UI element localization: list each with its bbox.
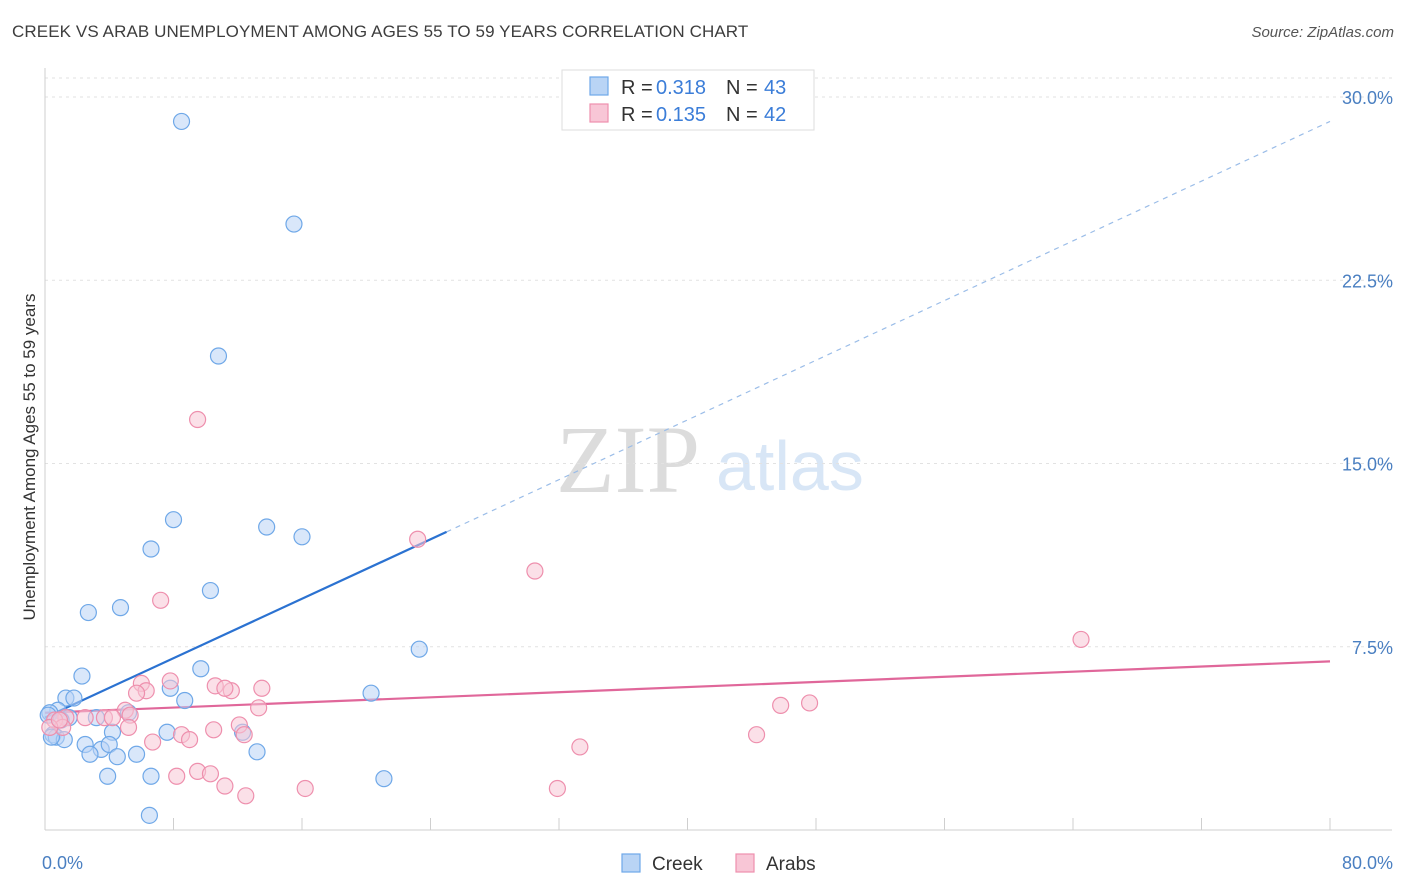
arabs-point-36 [201, 765, 220, 783]
legend-arabs-r-value: 0.135 [656, 104, 706, 126]
bottom-legend-swatch-arabs [735, 853, 755, 873]
creek-point-14 [362, 684, 380, 702]
creek-point-2 [209, 347, 228, 365]
bottom-legend: Creek Arabs [621, 853, 816, 875]
arabs-point-13 [772, 696, 790, 714]
legend-creek-n-label: N = [726, 77, 758, 99]
data-points [39, 112, 1090, 824]
arabs-point-19 [76, 709, 94, 727]
creek-point-7 [201, 581, 220, 600]
creek-point-4 [258, 518, 276, 536]
watermark-zip: ZIP [556, 406, 700, 513]
arabs-point-34 [235, 726, 253, 744]
arabs-point-33 [50, 711, 69, 729]
arabs-point-2 [526, 562, 544, 580]
legend-arabs-r-label: R = [621, 104, 653, 126]
creek-point-34 [108, 748, 126, 766]
creek-point-32 [127, 745, 146, 763]
creek-point-3 [164, 511, 183, 529]
legend-creek-n-value: 43 [764, 77, 786, 99]
creek-point-5 [293, 528, 311, 546]
arabs-point-18 [103, 709, 122, 727]
y-tick-label-3: 30.0% [1342, 88, 1393, 108]
creek-point-40 [140, 806, 159, 824]
arabs-point-1 [409, 530, 427, 548]
axes [44, 68, 1392, 831]
watermark: ZIP atlas [556, 406, 864, 513]
arabs-point-41 [237, 787, 255, 805]
creek-point-33 [81, 745, 99, 763]
legend-swatch-creek [589, 76, 609, 96]
arabs-point-3 [152, 591, 170, 609]
creek-point-6 [142, 540, 160, 558]
arabs-point-29 [180, 730, 199, 749]
arabs-point-39 [296, 779, 314, 798]
legend-arabs-n-value: 42 [764, 104, 786, 126]
creek-point-0 [172, 112, 191, 131]
y-axis-label: Unemployment Among Ages 55 to 59 years [20, 294, 39, 621]
bottom-legend-arabs: Arabs [766, 854, 816, 875]
creek-trend-extension [446, 120, 1331, 533]
creek-point-31 [100, 735, 118, 754]
creek-point-9 [79, 603, 97, 622]
arabs-point-4 [1072, 630, 1090, 649]
arabs-point-5 [161, 672, 179, 690]
creek-point-12 [73, 667, 91, 685]
bottom-legend-creek: Creek [652, 854, 703, 875]
creek-point-11 [192, 660, 210, 678]
creek-point-16 [65, 689, 83, 707]
y-tick-label-1: 15.0% [1342, 455, 1393, 475]
creek-point-17 [176, 691, 194, 710]
arabs-point-40 [548, 779, 566, 798]
grid [45, 77, 1392, 648]
arabs-point-32 [571, 738, 589, 756]
creek-point-39 [375, 770, 393, 788]
chart-title: CREEK VS ARAB UNEMPLOYMENT AMONG AGES 55… [12, 22, 749, 41]
arabs-point-25 [119, 718, 138, 736]
creek-point-1 [285, 215, 303, 233]
arabs-point-24 [205, 721, 223, 739]
chart-source: Source: ZipAtlas.com [1251, 24, 1394, 41]
creek-point-8 [111, 599, 130, 617]
legend-arabs-n-label: N = [726, 104, 758, 126]
arabs-point-15 [250, 699, 268, 717]
bottom-legend-swatch-creek [621, 853, 641, 873]
creek-point-35 [248, 743, 266, 761]
creek-point-10 [410, 640, 428, 658]
legend: R = 0.318 N = 43 R = 0.135 N = 42 [561, 69, 815, 131]
arabs-point-38 [216, 777, 234, 795]
legend-creek-r-label: R = [621, 77, 653, 99]
arabs-point-37 [168, 767, 186, 785]
legend-creek-r-value: 0.318 [656, 77, 706, 99]
y-tick-label-0: 7.5% [1352, 638, 1393, 658]
creek-point-25 [158, 723, 176, 741]
creek-point-37 [142, 767, 160, 785]
arabs-point-11 [127, 684, 146, 702]
legend-swatch-arabs [589, 103, 609, 123]
arabs-point-31 [747, 726, 766, 744]
arabs-point-0 [188, 410, 207, 429]
arabs-point-30 [144, 733, 162, 751]
x-tick-label-0: 0.0% [42, 853, 83, 873]
creek-trend-line [44, 530, 448, 719]
arabs-point-12 [216, 679, 234, 697]
arabs-point-14 [800, 694, 819, 712]
x-tick-label-1: 80.0% [1342, 853, 1393, 873]
creek-point-38 [99, 767, 117, 785]
y-tick-label-2: 22.5% [1342, 271, 1393, 291]
watermark-atlas: atlas [716, 427, 864, 505]
arabs-point-8 [253, 679, 271, 697]
tick-labels: 7.5% 15.0% 22.5% 30.0% 0.0% 80.0% [42, 88, 1393, 873]
